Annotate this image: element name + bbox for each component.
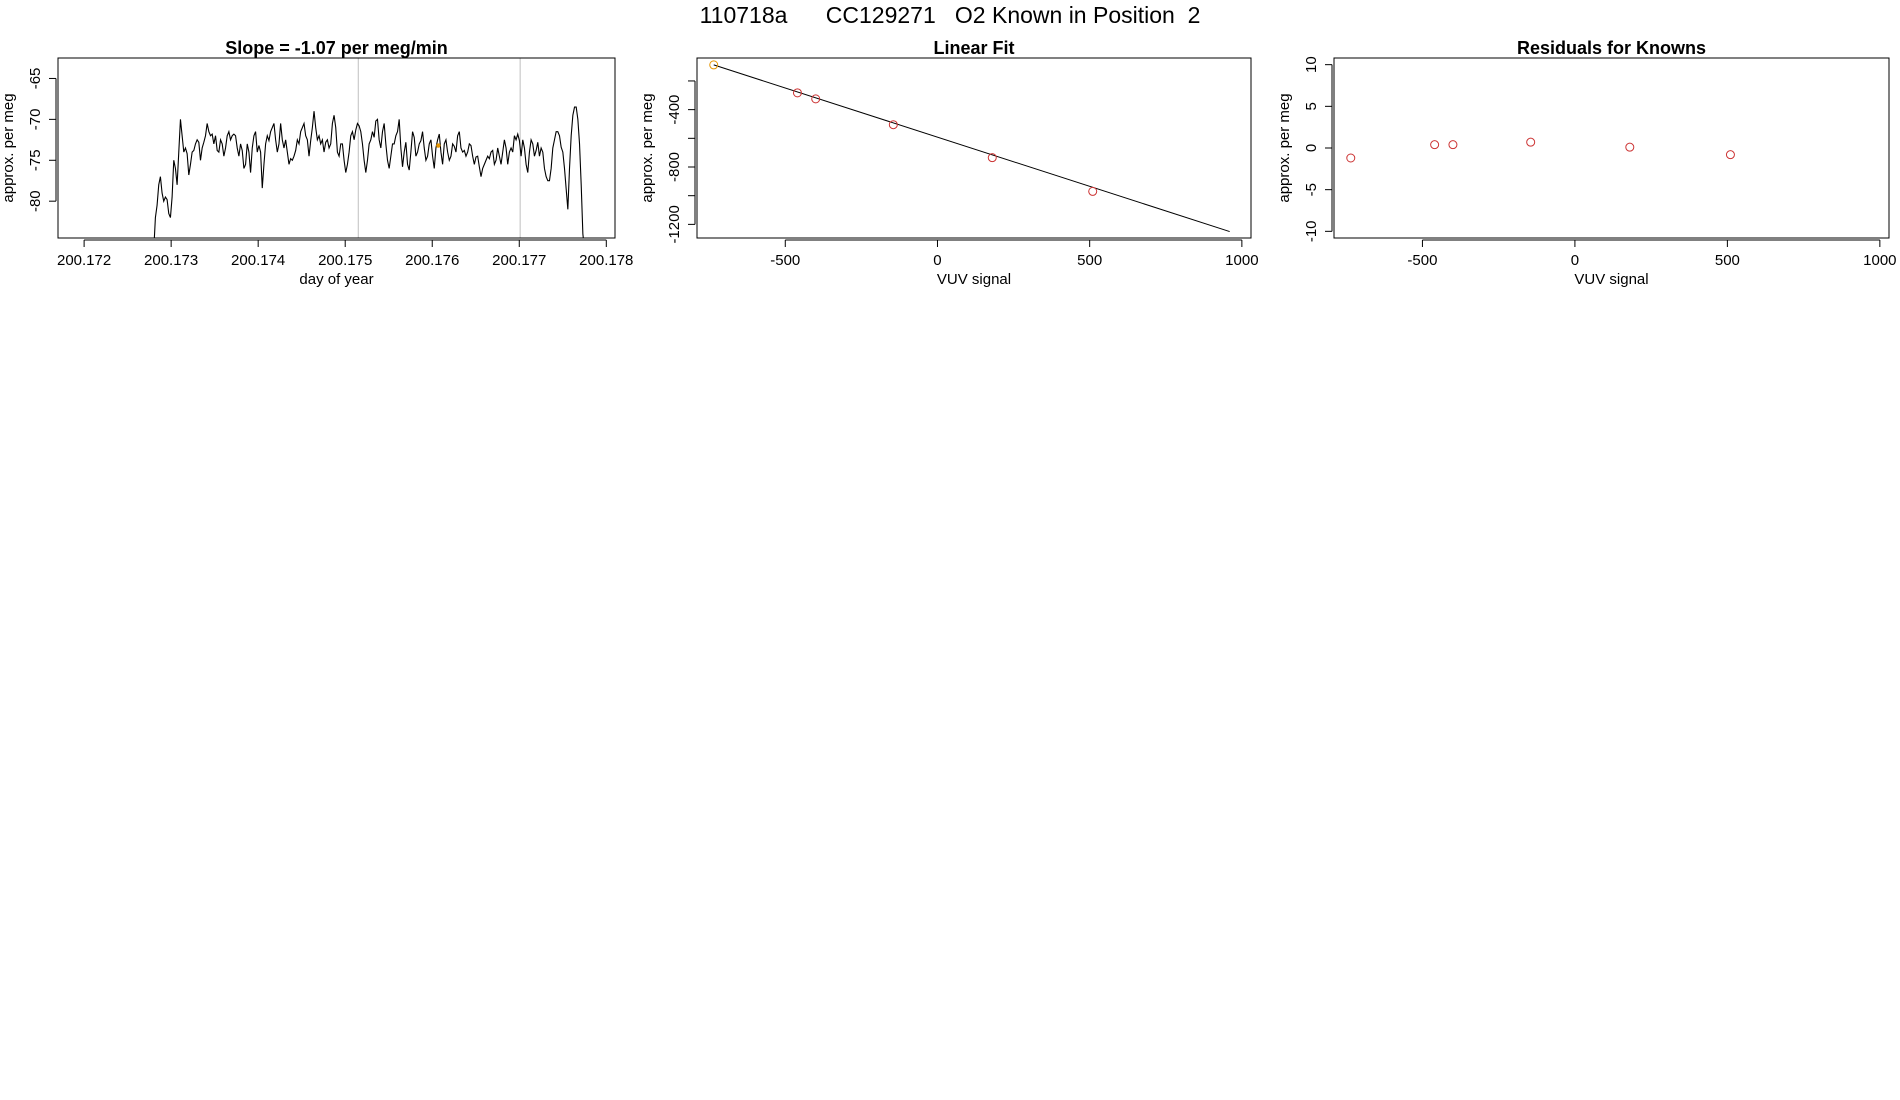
data-point <box>1526 137 1536 147</box>
plot-frame <box>1333 57 1890 239</box>
x-tick-label: -500 <box>1407 252 1437 269</box>
data-point <box>888 120 898 130</box>
data-point <box>1346 153 1356 163</box>
x-tick-label: 0 <box>1571 252 1579 269</box>
y-tick-label: -400 <box>666 95 683 125</box>
chart-title: Linear Fit <box>933 38 1014 58</box>
y-tick-label: -5 <box>1303 183 1320 196</box>
y-tick-label: 10 <box>1303 56 1320 73</box>
y-tick-label: -800 <box>666 152 683 182</box>
y-tick-label: -10 <box>1303 220 1320 242</box>
plot-area <box>709 60 1230 233</box>
x-axis-label: VUV signal <box>1574 271 1648 288</box>
data-point <box>1625 142 1635 152</box>
y-tick-label: -75 <box>27 149 44 171</box>
y-tick-label: 5 <box>1303 102 1320 110</box>
x-tick-label: 200.174 <box>231 252 285 269</box>
chart-title: Slope = -1.07 per meg/min <box>225 38 448 58</box>
x-tick-label: 1000 <box>1863 252 1896 269</box>
x-tick-label: 0 <box>933 252 941 269</box>
x-axis-label: day of year <box>299 271 373 288</box>
data-point <box>1725 150 1735 160</box>
x-tick-label: 200.175 <box>318 252 372 269</box>
x-tick-label: 200.172 <box>57 252 111 269</box>
y-tick-label: -70 <box>27 109 44 131</box>
linear-fit-panel: Linear Fit -500 0 500 1000 VUV signal -1200 -80… <box>639 38 1259 288</box>
data-point <box>811 94 821 104</box>
y-axis-label: approx. per meg <box>1276 93 1293 202</box>
data-point <box>1088 186 1098 196</box>
y-tick-label: 0 <box>1303 144 1320 152</box>
x-tick-label: 200.176 <box>405 252 459 269</box>
data-point <box>792 88 802 98</box>
chart-title: Residuals for Knowns <box>1517 38 1706 58</box>
y-axis-label: approx. per meg <box>0 93 17 202</box>
y-tick-label: -80 <box>27 190 44 212</box>
plot-frame <box>57 57 616 239</box>
slope-timeseries-panel: Slope = -1.07 per meg/min 200.172 200.173 2… <box>0 38 633 288</box>
fit-line <box>713 64 1230 233</box>
x-axis-label: VUV signal <box>937 271 1011 288</box>
x-tick-label: 200.178 <box>579 252 633 269</box>
x-tick-label: 500 <box>1715 252 1740 269</box>
x-tick-label: 200.173 <box>144 252 198 269</box>
plot-frame <box>696 57 1252 239</box>
series-line <box>153 106 584 238</box>
plot-area <box>153 106 584 238</box>
highlight-point <box>436 143 441 148</box>
y-tick-label: -1200 <box>666 205 683 243</box>
x-tick-label: 1000 <box>1225 252 1258 269</box>
x-tick-label: -500 <box>770 252 800 269</box>
y-axis-label: approx. per meg <box>639 93 656 202</box>
data-point <box>987 153 997 163</box>
page-title: 110718a CC129271 O2 Known in Position 2 <box>699 2 1201 28</box>
y-tick-label: -65 <box>27 68 44 90</box>
data-point <box>1448 140 1458 150</box>
residuals-panel: Residuals for Knowns -500 0 500 1000 VUV sign… <box>1276 38 1897 288</box>
data-point <box>709 60 719 70</box>
x-tick-label: 200.177 <box>492 252 546 269</box>
plot-area <box>1346 137 1735 163</box>
data-point <box>1430 140 1440 150</box>
x-tick-label: 500 <box>1077 252 1102 269</box>
